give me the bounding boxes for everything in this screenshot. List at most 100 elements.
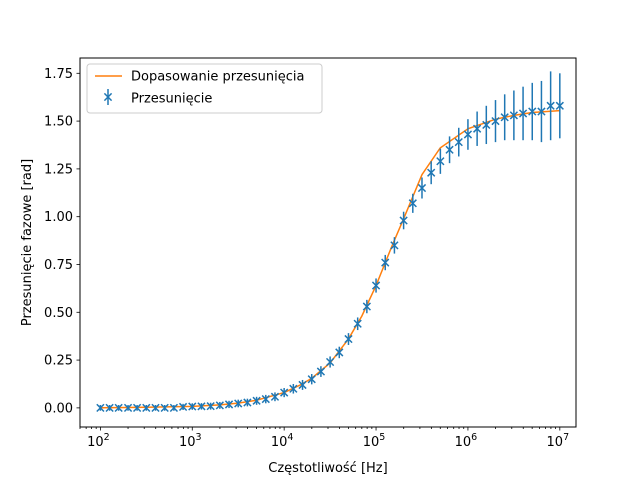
data-point — [280, 387, 289, 398]
x-marker — [335, 348, 344, 357]
y-tick-label: 0.25 — [44, 354, 73, 369]
x-axis-ticks: 102 103 104 105 106 107 — [79, 427, 570, 450]
x-marker — [114, 403, 123, 413]
data-point — [546, 71, 555, 141]
x-tick-label: 105 — [363, 432, 386, 450]
x-marker — [234, 399, 243, 408]
data-point — [188, 402, 197, 411]
x-marker — [408, 199, 417, 208]
data-point — [307, 374, 316, 385]
data-point — [96, 403, 105, 413]
data-point — [142, 403, 151, 413]
data-point — [123, 403, 133, 413]
data-point — [234, 399, 243, 408]
data-point — [417, 177, 427, 199]
x-marker — [142, 403, 151, 413]
data-point — [215, 401, 224, 410]
x-marker — [436, 157, 445, 166]
legend-box — [86, 63, 323, 114]
x-marker — [518, 109, 528, 118]
y-tick-label: 1.75 — [44, 67, 73, 82]
data-point — [261, 394, 270, 404]
legend: Dopasowanie przesunięcia Przesunięcie — [86, 63, 323, 114]
x-marker — [417, 183, 427, 193]
x-tick-label: 107 — [547, 432, 570, 450]
x-tick-label: 106 — [455, 432, 478, 450]
data-point — [169, 403, 179, 413]
y-tick-label: 0.00 — [44, 401, 73, 416]
x-marker — [528, 107, 537, 116]
x-marker — [399, 216, 408, 225]
x-marker — [463, 130, 473, 139]
x-marker — [261, 394, 270, 404]
data-point — [151, 403, 160, 413]
x-marker — [509, 111, 519, 120]
legend-data-swatch — [103, 89, 113, 105]
x-tick-label: 102 — [87, 432, 110, 450]
data-point — [454, 127, 463, 157]
x-marker — [280, 388, 289, 397]
data-point — [197, 402, 206, 411]
data-point — [298, 379, 307, 390]
data-point — [371, 278, 381, 293]
data-point — [537, 80, 546, 143]
data-point — [408, 193, 417, 213]
legend-fit-label: Dopasowanie przesunięcia — [131, 70, 305, 85]
x-marker — [537, 107, 546, 116]
data-point — [160, 403, 169, 413]
y-tick-label: 1.25 — [44, 162, 73, 177]
x-marker — [132, 403, 142, 413]
y-axis-ticks: 0.00 0.25 0.50 0.75 1.00 1.25 1.50 1.75 — [44, 67, 80, 416]
data-point — [252, 396, 261, 405]
y-axis-title: Przesunięcie fazowe [rad] — [20, 159, 35, 326]
y-tick-label: 0.50 — [44, 306, 73, 321]
x-marker — [197, 402, 206, 411]
x-marker — [316, 367, 326, 376]
x-marker — [546, 101, 555, 110]
data-point — [243, 398, 252, 407]
y-tick-label: 1.50 — [44, 115, 73, 130]
x-marker — [151, 403, 160, 413]
data-point — [555, 73, 564, 139]
x-marker — [105, 403, 114, 413]
x-marker — [381, 258, 390, 267]
y-tick-label: 1.00 — [44, 210, 73, 225]
x-marker — [555, 101, 564, 110]
legend-x-marker — [103, 92, 113, 102]
data-point — [427, 161, 436, 185]
x-marker — [160, 403, 169, 413]
plot-area — [96, 71, 564, 413]
data-point — [206, 402, 215, 411]
x-tick-label: 103 — [179, 432, 202, 450]
data-point — [132, 403, 142, 413]
data-point — [178, 402, 188, 412]
data-point — [390, 237, 399, 254]
x-marker — [215, 401, 224, 410]
x-marker — [500, 113, 509, 122]
x-marker — [178, 402, 188, 412]
x-marker — [123, 403, 133, 413]
data-point — [224, 400, 234, 409]
data-point — [270, 392, 280, 402]
data-point — [325, 356, 335, 368]
x-marker — [482, 120, 491, 130]
data-point — [316, 366, 326, 377]
x-marker — [224, 400, 234, 409]
axes-frame — [79, 57, 577, 428]
data-point — [509, 90, 519, 141]
data-point — [436, 148, 445, 174]
x-axis-title: Częstotliwość [Hz] — [268, 461, 387, 476]
x-marker — [298, 380, 307, 390]
x-marker — [445, 145, 454, 154]
x-marker — [491, 116, 500, 126]
data-point — [500, 94, 509, 141]
x-marker — [252, 396, 261, 405]
x-marker — [270, 392, 280, 401]
x-marker — [169, 403, 179, 413]
data-point — [518, 86, 528, 141]
x-marker — [243, 398, 252, 407]
data-point — [399, 211, 408, 230]
y-tick-label: 0.75 — [44, 258, 73, 273]
x-marker — [206, 402, 215, 411]
